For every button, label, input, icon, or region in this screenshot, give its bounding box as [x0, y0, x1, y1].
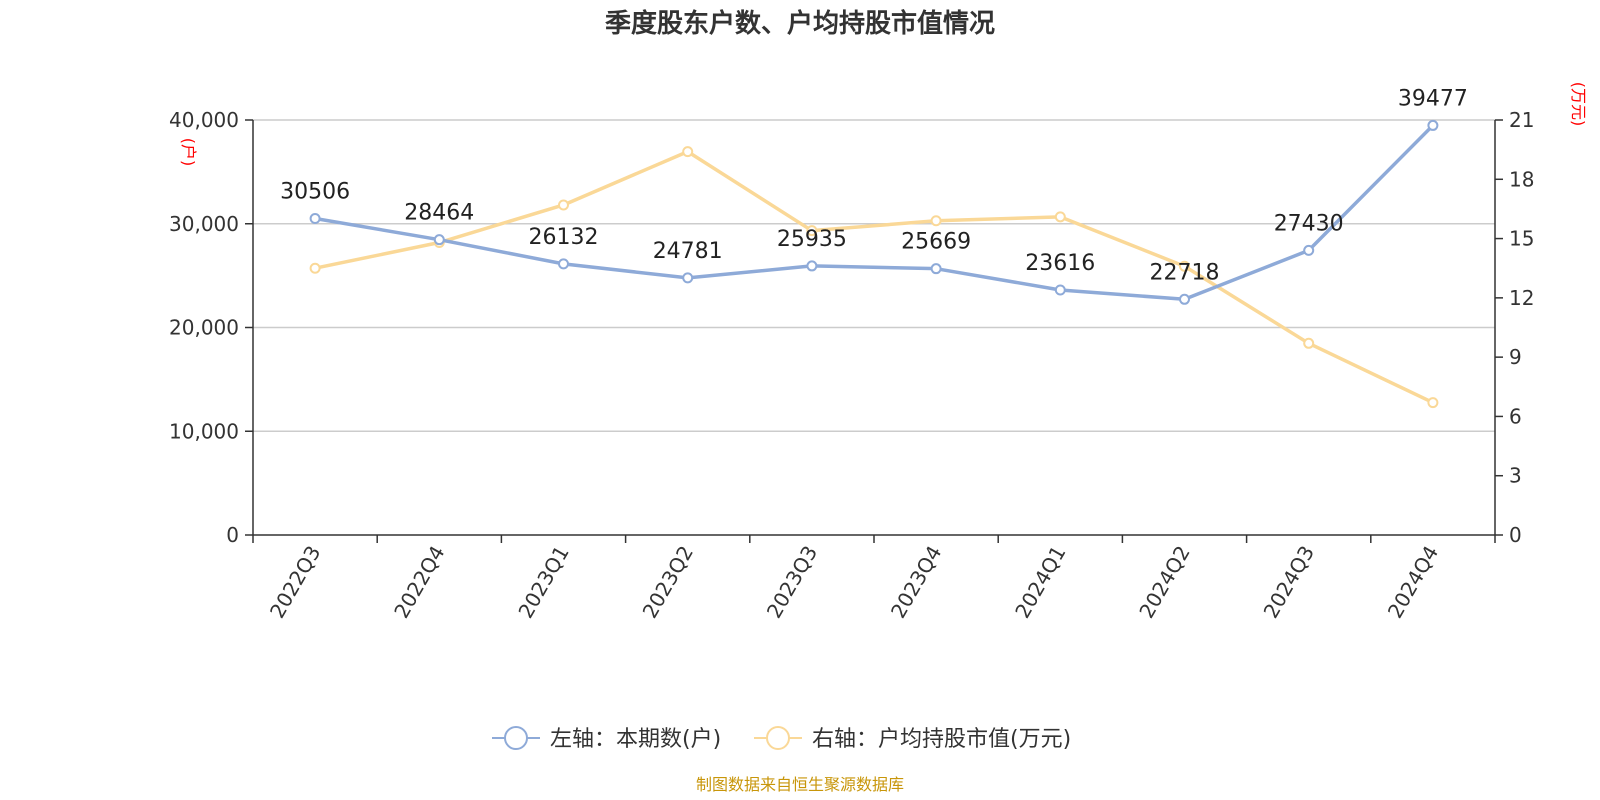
legend-label-left: 左轴：本期数(户)	[550, 727, 721, 752]
legend-item-left[interactable]: 左轴：本期数(户)	[492, 726, 721, 752]
right-tick-label: 21	[1509, 108, 1534, 132]
legend-item-right[interactable]: 右轴：户均持股市值(万元)	[754, 726, 1071, 752]
holders-point	[1303, 244, 1315, 256]
holders-point	[433, 234, 445, 246]
avg-value-point	[682, 146, 694, 158]
grid-lines	[253, 119, 1495, 432]
x-tick-label: 2022Q4	[389, 542, 449, 623]
axes: 0 10,000 20,000 30,000 40,000 0 3 6 9 12 15 18 21 202…	[169, 108, 1534, 622]
left-tick-label: 10,000	[169, 419, 239, 443]
holders-point	[930, 263, 942, 275]
x-tick-label: 2023Q2	[638, 542, 698, 623]
avg-value-point	[1427, 397, 1439, 409]
x-tick-label: 2023Q4	[886, 542, 946, 623]
holders-point	[309, 213, 321, 225]
holders-line	[314, 124, 1435, 302]
data-label: 26132	[529, 225, 599, 250]
legend: 左轴：本期数(户) 右轴：户均持股市值(万元)	[492, 726, 1071, 752]
data-label: 25935	[777, 227, 847, 252]
data-label: 28464	[404, 201, 474, 226]
avg-value-point	[1054, 211, 1066, 223]
data-label: 24781	[653, 239, 723, 264]
holders-point	[558, 258, 569, 270]
right-tick-label: 3	[1509, 464, 1522, 488]
x-tick-label: 2023Q1	[513, 542, 573, 623]
holders-point	[1427, 119, 1439, 131]
right-axis-unit: (万元)	[1569, 82, 1588, 127]
avg-value-point	[806, 225, 818, 237]
x-tick-label: 2024Q3	[1259, 542, 1319, 623]
avg-value-point	[930, 215, 942, 227]
avg-value-point	[1303, 337, 1315, 349]
data-label: 39477	[1398, 86, 1468, 111]
data-label: 30506	[280, 180, 350, 205]
left-tick-label: 20,000	[169, 316, 239, 340]
x-tick-label: 2024Q1	[1010, 542, 1070, 623]
x-tick-label: 2022Q3	[265, 542, 325, 623]
avg-value-line	[314, 149, 1434, 405]
right-tick-label: 6	[1509, 404, 1522, 428]
left-tick-label: 40,000	[169, 108, 239, 132]
holders-point	[682, 272, 694, 284]
x-tick-label: 2024Q2	[1134, 542, 1194, 623]
legend-marker-right	[766, 726, 790, 750]
left-tick-label: 30,000	[169, 212, 239, 236]
avg-value-point	[309, 262, 321, 274]
avg-value-point	[558, 199, 569, 211]
right-tick-label: 9	[1509, 345, 1522, 369]
data-label: 27430	[1274, 211, 1344, 236]
holders-point	[806, 260, 818, 272]
series-right	[309, 146, 1439, 409]
avg-value-point	[1179, 260, 1190, 272]
x-tick-label: 2023Q3	[762, 542, 822, 623]
series-left	[309, 119, 1439, 305]
holders-point	[1179, 293, 1190, 305]
right-tick-label: 12	[1509, 286, 1534, 310]
right-tick-label: 18	[1509, 167, 1534, 191]
data-label: 22718	[1150, 260, 1220, 285]
x-tick-label: 2024Q4	[1383, 542, 1443, 623]
chart-title: 季度股东户数、户均持股市值情况	[605, 8, 995, 39]
data-label: 25669	[901, 230, 971, 255]
right-tick-label: 0	[1509, 523, 1522, 547]
data-label: 23616	[1025, 251, 1095, 276]
left-axis-unit: (户)	[179, 138, 198, 167]
holders-point	[1054, 284, 1066, 296]
right-tick-label: 15	[1509, 227, 1534, 251]
legend-label-right: 右轴：户均持股市值(万元)	[812, 727, 1071, 752]
left-tick-label: 0	[226, 523, 239, 547]
source-note: 制图数据来自恒生聚源数据库	[696, 775, 904, 794]
legend-marker-left	[504, 726, 528, 750]
data-labels: 30506 28464 26132 24781 25935 25669 23616 22718…	[280, 86, 1468, 285]
